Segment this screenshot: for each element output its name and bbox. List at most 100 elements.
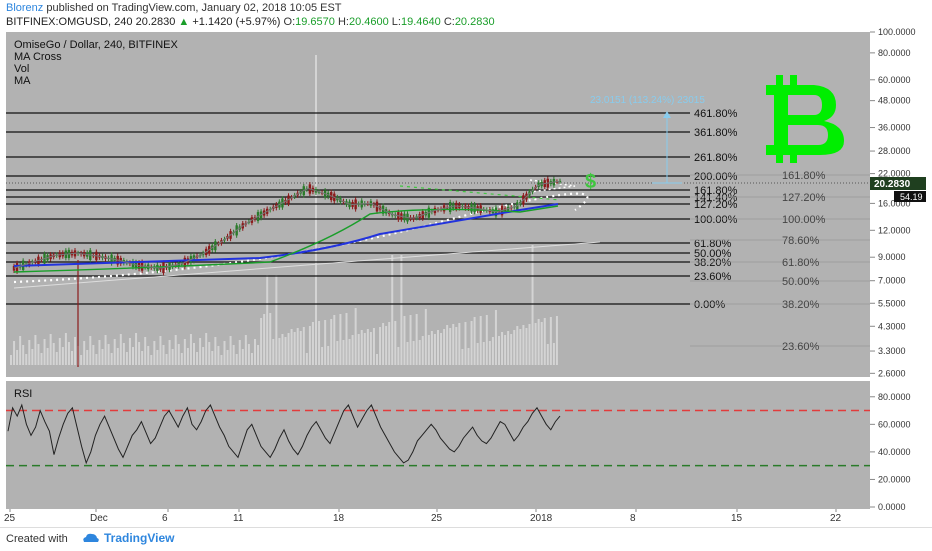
price-axis[interactable] [870, 32, 926, 377]
legend-indicator-ma: MA [14, 75, 31, 87]
rsi-title: RSI [14, 388, 32, 400]
volume-bar [339, 314, 342, 365]
rsi-pane[interactable] [6, 381, 870, 509]
volume-bar [196, 352, 199, 365]
volume-bar [455, 327, 458, 365]
volume-bar [491, 337, 494, 365]
volume-bar [366, 329, 369, 365]
volume-bar [92, 345, 95, 365]
volume-bar [336, 341, 339, 365]
volume-bar [388, 322, 391, 365]
volume-bar [226, 350, 229, 365]
volume-bar [464, 322, 467, 365]
volume-bar [257, 345, 260, 365]
volume-bar [351, 335, 354, 365]
volume-bar [516, 326, 519, 365]
volume-bar [153, 341, 156, 365]
volume-bar [235, 354, 238, 365]
volume-bar [552, 343, 555, 365]
last-price: 20.2830 [135, 16, 176, 28]
volume-bar [211, 351, 214, 365]
time-tick-label: 25 [4, 513, 16, 524]
volume-bar [479, 316, 482, 365]
volume-bar [555, 316, 558, 365]
volume-bar [305, 353, 308, 365]
volume-bar [101, 349, 104, 365]
volume-bar [220, 355, 223, 365]
volume-bar [363, 333, 366, 365]
chart-canvas[interactable]: 461.80%361.80%261.80%200.00%161.80%141.4… [0, 0, 932, 527]
volume-bar [287, 333, 290, 365]
volume-bar [125, 352, 128, 365]
volume-bar [473, 317, 476, 365]
fib-level-label: 50.00% [694, 248, 732, 260]
volume-bar [427, 335, 430, 365]
volume-bar [189, 334, 192, 365]
volume-bar [543, 318, 546, 365]
volume-bar [64, 333, 67, 365]
measure-label: 23.0151 (113.24%) 23015 [590, 95, 705, 106]
fib-extension-label: 78.60% [782, 235, 820, 247]
volume-bar [147, 346, 150, 365]
tradingview-cloud-icon [83, 533, 99, 542]
volume-bar [144, 337, 147, 365]
volume-bar [397, 347, 400, 365]
volume-bar [421, 336, 424, 365]
volume-bar [385, 326, 388, 365]
volume-bar [67, 342, 70, 365]
rsi-line[interactable] [7, 403, 561, 465]
dollar-icon: $ [585, 171, 596, 193]
volume-bar [119, 334, 122, 365]
time-tick-label: 15 [731, 513, 743, 524]
up-arrow-icon: ▲ [178, 16, 190, 28]
fib-level-label: 361.80% [694, 127, 738, 139]
volume-bar [403, 316, 406, 365]
volume-bar [180, 353, 183, 365]
volume-bar [406, 342, 409, 365]
volume-bar [150, 355, 153, 365]
volume-bar [162, 345, 165, 365]
created-with-text: Created with [6, 533, 68, 545]
rsi-tick-label: 20.0000 [878, 474, 911, 484]
price-tick-label: 3.3000 [878, 346, 906, 356]
volume-bar [482, 342, 485, 365]
volume-bar [186, 348, 189, 365]
price-tick-label: 9.0000 [878, 252, 906, 262]
volume-bar [488, 341, 491, 365]
fib-extension-label: 38.20% [782, 299, 820, 311]
tradingview-brand[interactable]: TradingView [82, 531, 174, 545]
volume-bar [409, 315, 412, 365]
fib-level-label: 0.00% [694, 299, 725, 311]
volume-bar [519, 329, 522, 365]
volume-bar [272, 339, 275, 365]
volume-bar [440, 333, 443, 365]
volume-bar [183, 339, 186, 365]
ma-line-grey [13, 180, 561, 269]
close-value: 20.2830 [454, 16, 495, 28]
volume-bar [311, 322, 314, 365]
volume-bar [156, 350, 159, 365]
volume-bar [275, 275, 278, 365]
volume-bar [433, 334, 436, 365]
time-tick-label: 22 [830, 513, 842, 524]
volume-bar [43, 339, 46, 365]
volume-bar [357, 334, 360, 365]
volume-bar [241, 349, 244, 365]
rsi-tick-label: 40.0000 [878, 447, 911, 457]
publisher-name[interactable]: Blorenz [6, 2, 44, 14]
volume-bar [540, 322, 543, 365]
rsi-axis[interactable] [870, 381, 926, 509]
volume-bar [168, 340, 171, 365]
secondary-badge [894, 191, 926, 202]
trendline-upper [399, 185, 561, 201]
volume-bar [74, 337, 77, 365]
volume-bar [549, 317, 552, 365]
fib-level-label: 161.80% [694, 185, 738, 197]
time-axis[interactable] [6, 509, 870, 525]
volume-bar [83, 341, 86, 365]
fib-level-label: 141.40% [694, 192, 738, 204]
time-tick-label: 25 [431, 513, 443, 524]
ma-line-blue[interactable] [13, 203, 559, 267]
ma-line-green[interactable] [13, 205, 559, 273]
volume-bar [318, 321, 321, 365]
